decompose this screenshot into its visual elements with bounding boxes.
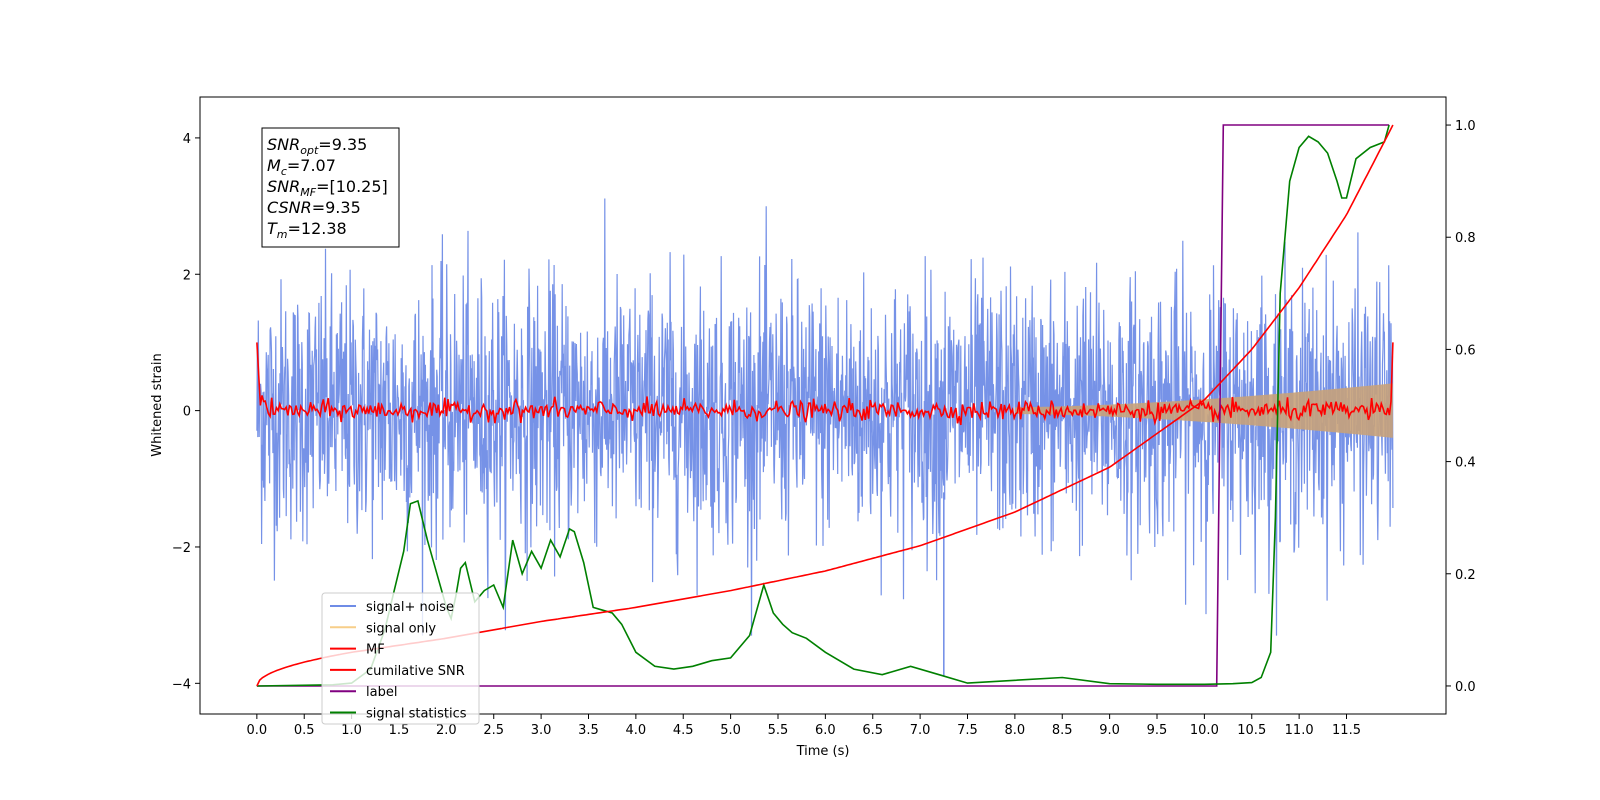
series-label — [256, 124, 1390, 687]
info-box-line: Tm=12.38 — [267, 219, 347, 241]
y2-tick-label: 1.0 — [1455, 119, 1476, 134]
x-tick-label: 1.5 — [389, 723, 410, 738]
info-box-line: Mc=7.07 — [267, 156, 336, 178]
x-axis: 0.0 0.5 1.0 1.5 2.0 2.5 3.0 3.5 4.0 4.5 5.0 5.5 6.0 6… — [247, 714, 1361, 738]
x-tick-label: 11.0 — [1285, 723, 1314, 738]
info-box-line: SNRMF=[10.25] — [267, 177, 388, 199]
y-tick-label: −2 — [172, 541, 191, 556]
x-tick-label: 4.5 — [673, 723, 694, 738]
x-tick-label: 5.5 — [768, 723, 789, 738]
x-tick-label: 7.5 — [957, 723, 978, 738]
info-box-line: CSNR=9.35 — [267, 198, 361, 217]
x-tick-label: 10.5 — [1237, 723, 1266, 738]
series-signal-only — [1014, 383, 1393, 438]
x-tick-label: 9.5 — [1147, 723, 1168, 738]
x-tick-label: 2.5 — [483, 723, 504, 738]
y-tick-label: 0 — [183, 405, 191, 420]
x-tick-label: 8.5 — [1052, 723, 1073, 738]
y2-tick-label: 0.6 — [1455, 343, 1476, 358]
legend-label: signal only — [366, 621, 436, 636]
x-tick-label: 4.0 — [626, 723, 647, 738]
info-box-line: SNRopt=9.35 — [267, 135, 367, 157]
x-tick-label: 8.0 — [1005, 723, 1026, 738]
y-axis: −4 −2 0 2 4 — [172, 132, 200, 692]
x-tick-label: 3.0 — [531, 723, 552, 738]
x-axis-label: Time (s) — [796, 744, 850, 759]
legend-label: cumilative SNR — [366, 664, 465, 679]
y-axis-label: Whitened strain — [150, 353, 165, 456]
y-tick-label: 4 — [183, 132, 191, 147]
y2-axis: 0.0 0.2 0.4 0.6 0.8 1.0 — [1446, 119, 1476, 695]
signal-only-layer — [1014, 383, 1393, 438]
x-tick-label: 9.0 — [1099, 723, 1120, 738]
y-tick-label: 2 — [183, 268, 191, 283]
mf-layer — [256, 342, 1394, 426]
plot-frame — [199, 96, 1447, 715]
info-box: SNRopt=9.35Mc=7.07SNRMF=[10.25]CSNR=9.35… — [261, 127, 400, 248]
x-tick-label: 0.5 — [294, 723, 315, 738]
series-mf — [256, 342, 1394, 426]
y-tick-label: −4 — [172, 677, 191, 692]
x-tick-label: 6.0 — [815, 723, 836, 738]
legend-label: MF — [366, 643, 385, 658]
legend: signal+ noise signal only MF cumilative SNR… — [321, 592, 480, 725]
x-tick-label: 5.0 — [720, 723, 741, 738]
x-tick-label: 3.5 — [578, 723, 599, 738]
legend-label: signal+ noise — [366, 600, 454, 615]
x-tick-label: 2.0 — [436, 723, 457, 738]
y2-tick-label: 0.2 — [1455, 568, 1476, 583]
legend-frame — [321, 592, 480, 725]
x-tick-label: 7.0 — [910, 723, 931, 738]
x-tick-label: 0.0 — [247, 723, 268, 738]
y2-tick-label: 0.4 — [1455, 456, 1476, 471]
x-tick-label: 6.5 — [862, 723, 883, 738]
legend-label: signal statistics — [366, 707, 467, 722]
y2-tick-label: 0.8 — [1455, 231, 1476, 246]
x-tick-label: 1.0 — [341, 723, 362, 738]
legend-label: label — [366, 685, 397, 700]
y2-tick-label: 0.0 — [1455, 680, 1476, 695]
x-tick-label: 11.5 — [1332, 723, 1361, 738]
info-box-frame — [261, 127, 400, 248]
x-tick-label: 10.0 — [1190, 723, 1219, 738]
